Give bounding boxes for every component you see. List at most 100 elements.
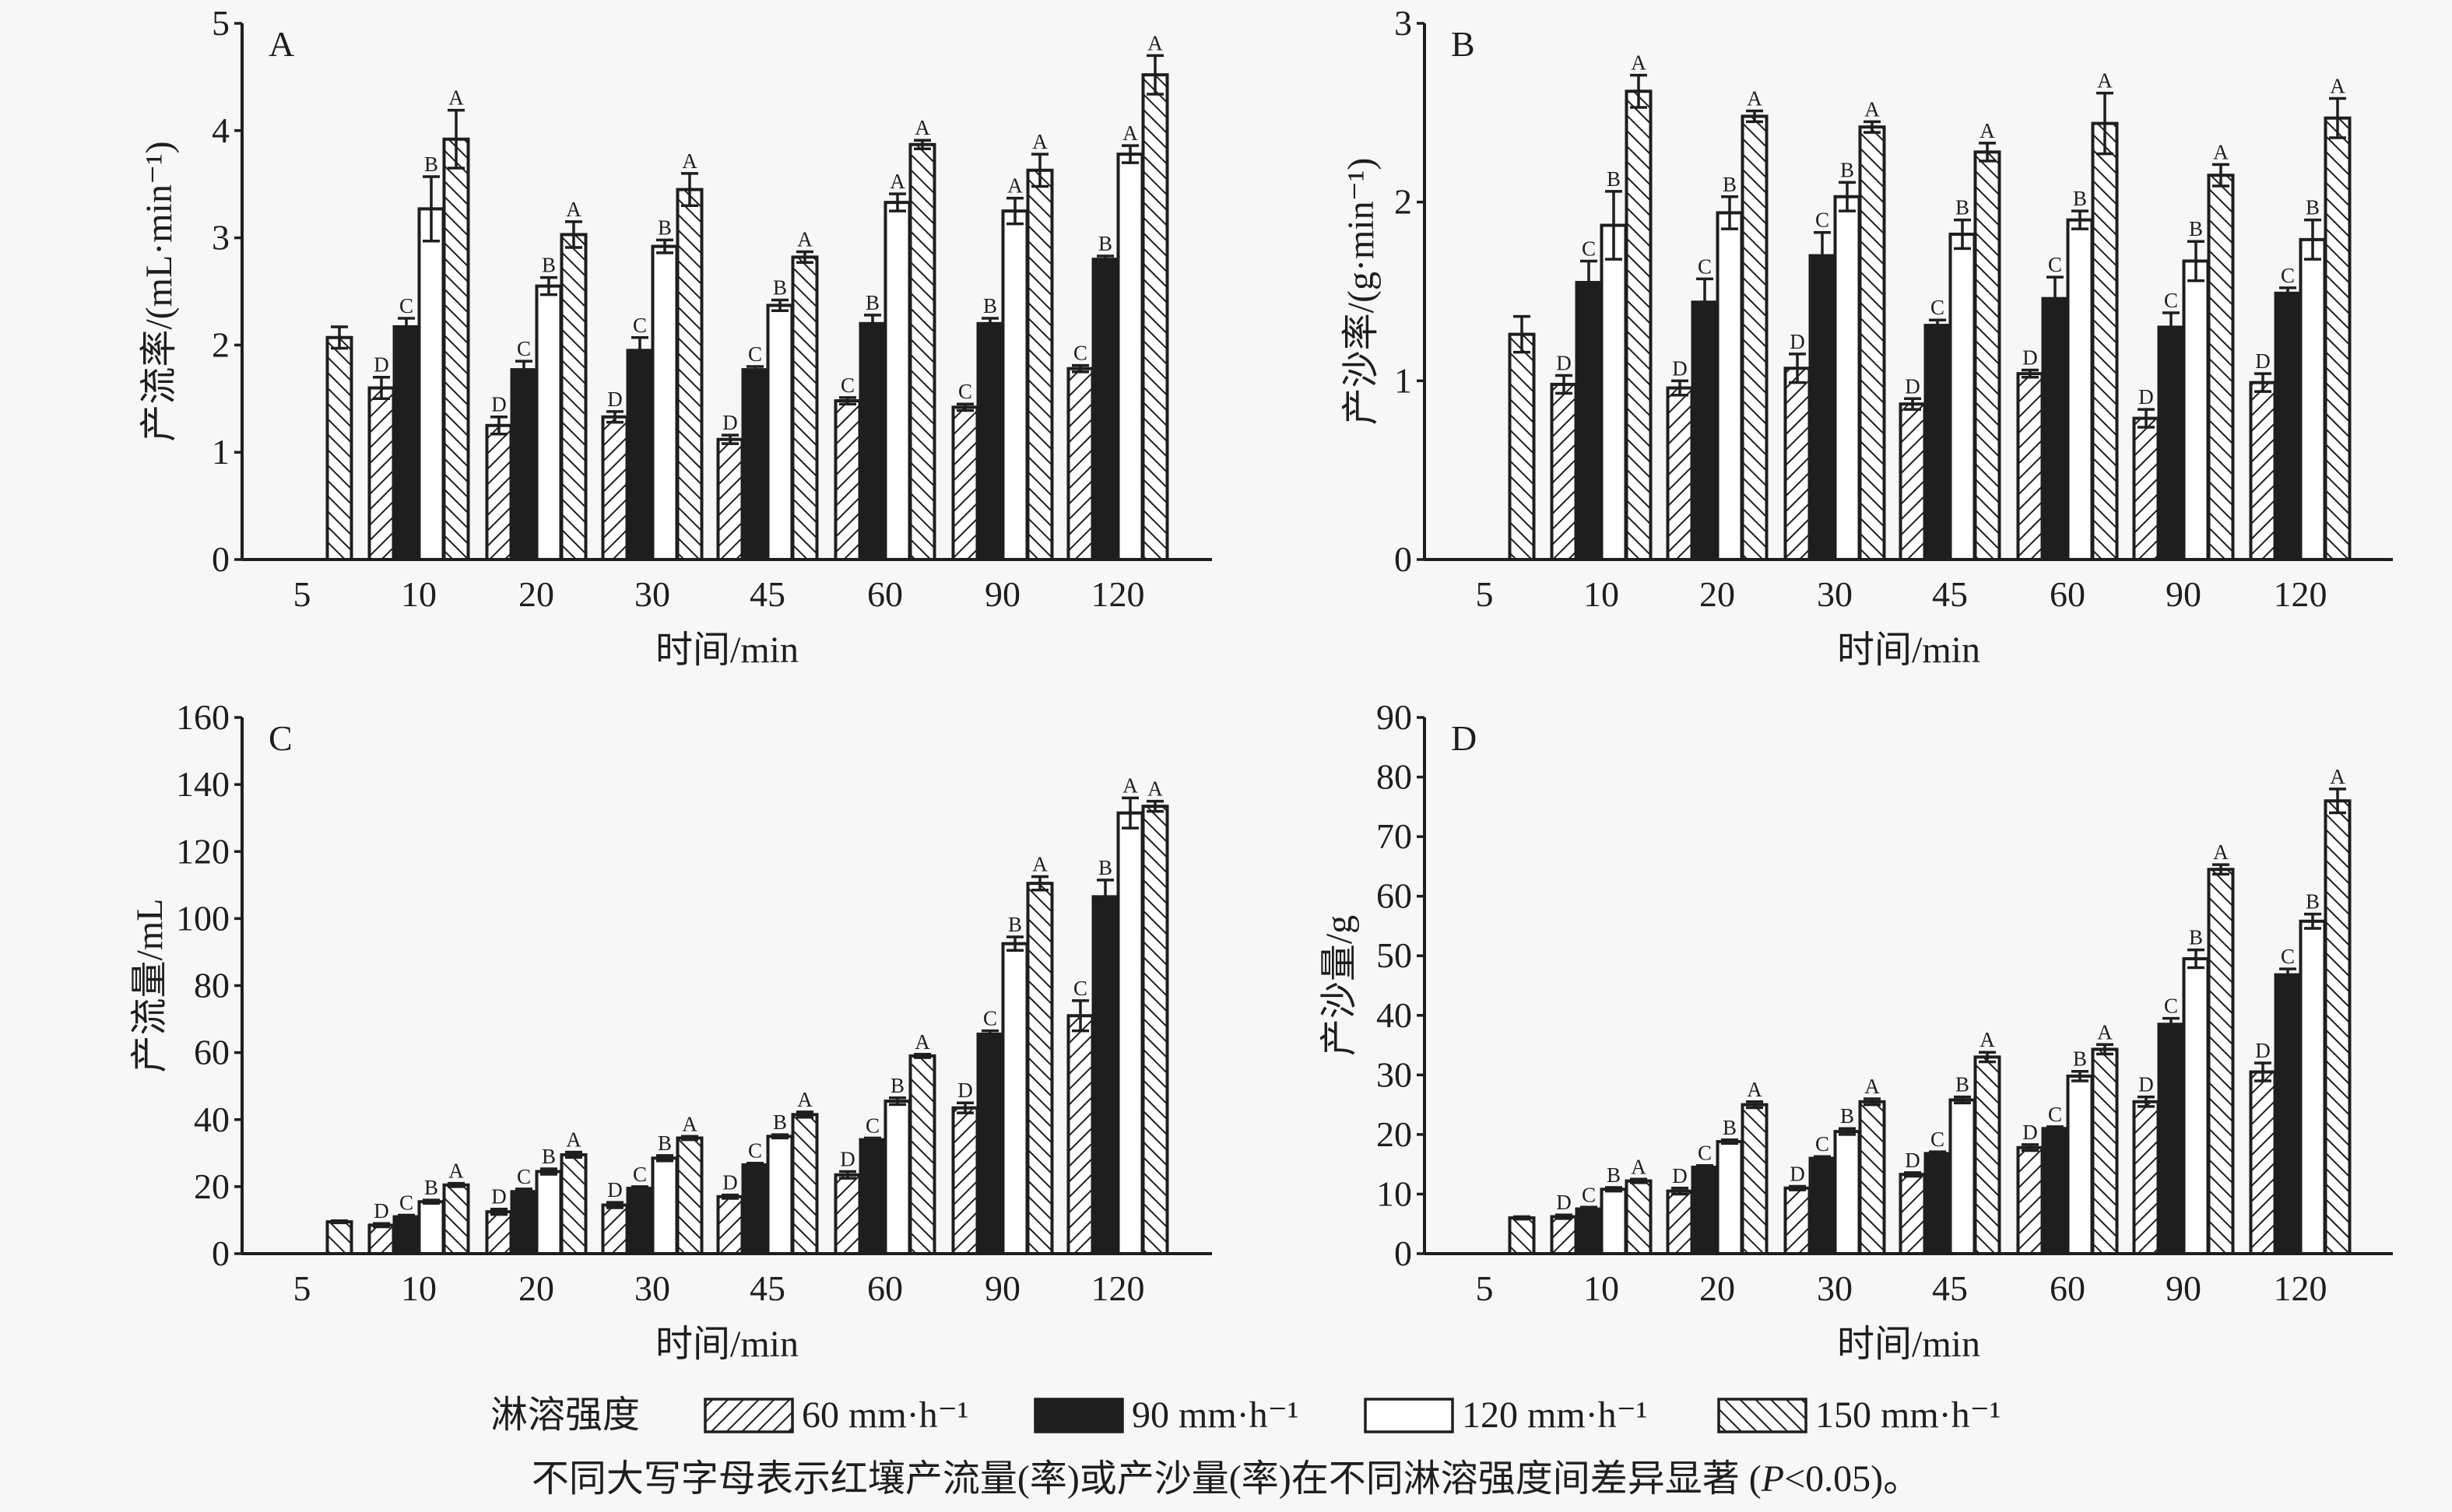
legend-label: 150 mm·h⁻¹ [1815, 1394, 2001, 1436]
legend-label: 90 mm·h⁻¹ [1132, 1394, 1298, 1436]
bar-b-60-45 [1899, 402, 1927, 561]
error-bar [1630, 73, 1647, 109]
y-tick-label: 1 [212, 432, 230, 472]
bar-c-90-90 [976, 1032, 1004, 1256]
y-tick-label: 40 [194, 1100, 230, 1139]
bar-d-90-30 [1808, 1156, 1836, 1255]
bar-d-150-5 [1508, 1216, 1536, 1255]
error-bar [2304, 218, 2321, 261]
significance-letter: C [841, 374, 855, 397]
bar-b-60-30 [1783, 367, 1811, 561]
significance-letter: A [682, 149, 697, 173]
panel-label: B [1451, 24, 1475, 64]
x-tick-label: 60 [867, 1268, 903, 1308]
significance-letter: D [1556, 1191, 1572, 1214]
error-bar [982, 1029, 999, 1039]
significance-letter: B [424, 1176, 438, 1199]
footnote-tail: <0.05)。 [1784, 1458, 1920, 1500]
error-bar [2304, 912, 2321, 930]
y-tick-label: 20 [1376, 1114, 1412, 1154]
error-bar [1555, 374, 1572, 395]
error-bar [1513, 1215, 1530, 1221]
bar-d-60-120 [2249, 1070, 2277, 1256]
error-bar [957, 1101, 974, 1114]
bar-d-120-60 [2066, 1074, 2094, 1256]
y-tick-label: 0 [212, 1233, 230, 1273]
x-tick-label: 120 [2274, 574, 2327, 614]
bar-b-120-10 [1600, 223, 1628, 561]
significance-letter: D [1672, 356, 1688, 380]
x-tick-label: 90 [2166, 1268, 2201, 1308]
bar-c-150-45 [791, 1113, 819, 1256]
bar-a-150-120 [1141, 73, 1169, 562]
error-bar [1072, 363, 1089, 374]
error-bar [1630, 1177, 1647, 1184]
bar-b-150-60 [2091, 121, 2119, 561]
significance-letter: C [399, 294, 413, 317]
significance-letter: C [1073, 977, 1087, 1000]
error-bar [1979, 142, 1996, 163]
bar-a-60-60 [834, 399, 862, 562]
x-tick-label: 120 [1091, 1268, 1145, 1308]
bar-d-60-10 [1550, 1215, 1578, 1255]
error-bar [2162, 311, 2180, 343]
error-bar [1904, 397, 1921, 411]
significance-letter: B [1607, 1163, 1621, 1187]
significance-letter: D [1672, 1164, 1688, 1187]
bar-d-120-120 [2299, 919, 2327, 1255]
bar-c-150-30 [676, 1136, 704, 1255]
x-tick-label: 45 [1932, 574, 1968, 614]
error-bar [1555, 1213, 1572, 1220]
y-tick-label: 140 [176, 764, 230, 804]
error-bar [1746, 109, 1763, 124]
x-tick-label: 10 [1583, 1268, 1619, 1308]
bar-c-150-90 [1026, 882, 1054, 1256]
significance-letter: D [1790, 330, 1805, 353]
significance-letter: C [2281, 264, 2295, 287]
significance-letter: D [607, 1178, 623, 1202]
significance-letter: A [2097, 1020, 2113, 1044]
significance-letter: D [840, 1147, 855, 1170]
error-bar [1006, 196, 1024, 226]
bar-b-90-90 [2157, 325, 2185, 561]
bar-c-120-60 [883, 1100, 912, 1256]
x-axis-label: 时间/min [1837, 1324, 1980, 1365]
panel-label: A [269, 24, 294, 64]
bar-c-60-45 [716, 1195, 744, 1255]
legend-item: 90 mm·h⁻¹ [1034, 1394, 1298, 1436]
bar-c-120-10 [417, 1200, 445, 1256]
bar-d-60-60 [2016, 1145, 2044, 1255]
error-bar [1814, 1155, 1831, 1162]
bar-d-120-90 [2182, 957, 2210, 1256]
significance-letter: C [748, 1139, 762, 1163]
y-tick-label: 90 [1376, 697, 1412, 737]
x-tick-label: 10 [1583, 574, 1619, 614]
significance-letter: B [866, 291, 880, 314]
bar-d-90-45 [1923, 1152, 1951, 1256]
legend: 淋溶强度 60 mm·h⁻¹ 90 mm·h⁻¹ 120 mm·h⁻¹ 150 mm·h… [490, 1394, 2001, 1436]
error-bar [2071, 1069, 2088, 1082]
significance-letter: C [399, 1191, 413, 1214]
bar-b-90-45 [1923, 324, 1951, 561]
x-tick-label: 20 [1699, 1268, 1735, 1308]
legend-swatch [1717, 1398, 1807, 1433]
significance-letter: B [773, 276, 787, 300]
error-bar [2329, 96, 2346, 139]
bar-d-60-45 [1899, 1173, 1927, 1256]
bar-c-90-20 [510, 1190, 538, 1255]
error-bar [1721, 195, 1738, 230]
error-bar [681, 172, 698, 208]
y-axis-label: 产沙率/(g·min⁻¹) [1340, 158, 1382, 426]
significance-letter: A [566, 1128, 581, 1152]
error-bar [2187, 240, 2204, 282]
error-bar [490, 415, 508, 436]
significance-letter: A [1631, 51, 1646, 75]
y-axis-label: 产流率/(mL·min⁻¹) [139, 141, 180, 441]
bar-c-90-10 [392, 1215, 420, 1255]
bar-b-120-45 [1948, 233, 1976, 561]
y-tick-label: 70 [1376, 816, 1412, 856]
error-bar [1789, 353, 1806, 384]
error-bar [448, 1181, 465, 1188]
panel-label: D [1451, 718, 1477, 758]
x-tick-label: 90 [985, 574, 1020, 614]
